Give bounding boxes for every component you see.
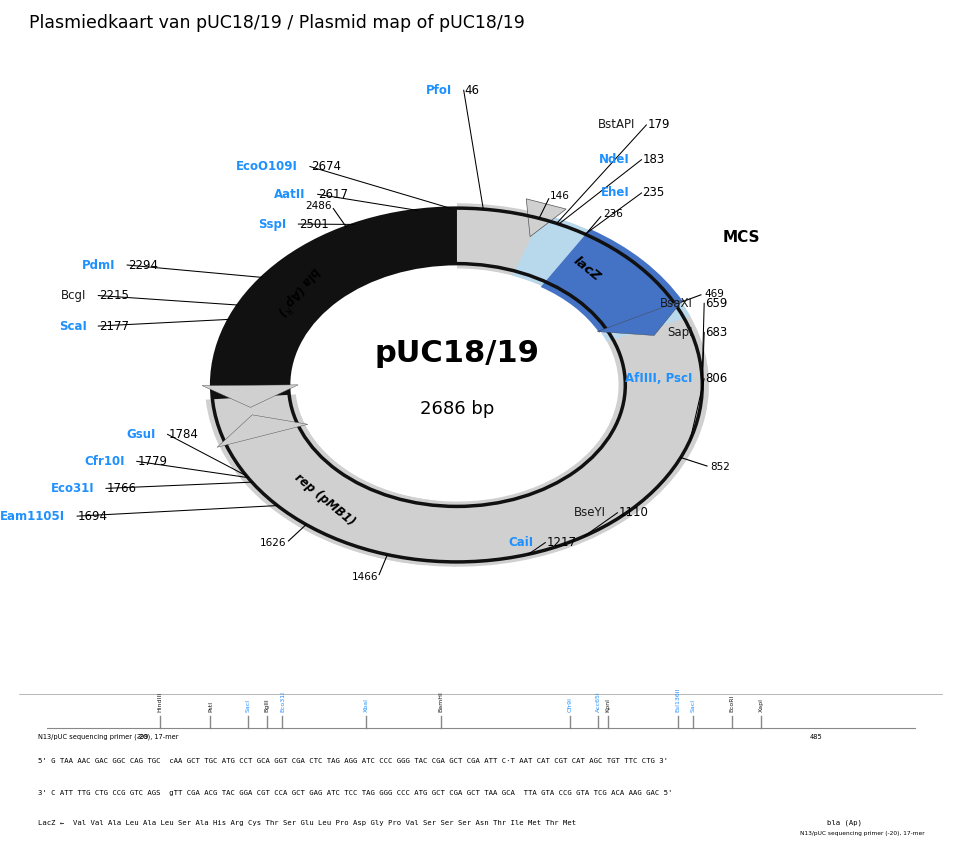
Text: MCS: MCS bbox=[722, 230, 759, 244]
Text: 1110: 1110 bbox=[618, 506, 648, 519]
Text: 1766: 1766 bbox=[107, 482, 136, 495]
Text: Eco31I: Eco31I bbox=[51, 482, 94, 495]
Text: SacI: SacI bbox=[690, 699, 695, 711]
Text: Plasmiedkaart van pUC18/19 / Plasmid map of pUC18/19: Plasmiedkaart van pUC18/19 / Plasmid map… bbox=[29, 14, 524, 32]
Text: bla (Ap): bla (Ap) bbox=[826, 820, 861, 826]
Text: SapI: SapI bbox=[666, 326, 692, 338]
Text: LacZ ←  Val Val Ala Leu Ala Leu Ser Ala His Arg Cys Thr Ser Glu Leu Pro Asp Gly : LacZ ← Val Val Ala Leu Ala Leu Ser Ala H… bbox=[37, 820, 576, 826]
Text: 2686 bp: 2686 bp bbox=[419, 400, 494, 418]
Text: Eam1105I: Eam1105I bbox=[0, 509, 65, 523]
Text: 2674: 2674 bbox=[310, 160, 340, 173]
Text: BstAPI: BstAPI bbox=[597, 118, 634, 131]
Text: bla (Ap$^R$): bla (Ap$^R$) bbox=[271, 261, 324, 319]
Text: EheI: EheI bbox=[601, 186, 629, 200]
Text: 659: 659 bbox=[704, 297, 727, 310]
Text: PstI: PstI bbox=[208, 700, 212, 711]
Text: 469: 469 bbox=[703, 288, 724, 299]
Text: BamHI: BamHI bbox=[438, 691, 443, 711]
Text: AfIIII, PscI: AfIIII, PscI bbox=[625, 372, 692, 385]
Text: 852: 852 bbox=[710, 462, 729, 472]
Text: BseYI: BseYI bbox=[574, 506, 605, 519]
Text: 1626: 1626 bbox=[259, 538, 285, 548]
Text: EcoRI: EcoRI bbox=[729, 695, 734, 711]
Text: 2215: 2215 bbox=[99, 289, 129, 302]
Text: BglII: BglII bbox=[264, 698, 269, 711]
Text: 399: 399 bbox=[136, 733, 149, 740]
Text: 485: 485 bbox=[809, 733, 822, 740]
Text: 2177: 2177 bbox=[99, 320, 129, 332]
Text: ScaI: ScaI bbox=[59, 320, 86, 332]
Text: pUC18/19: pUC18/19 bbox=[374, 339, 539, 368]
Text: XbaI: XbaI bbox=[363, 698, 369, 711]
Text: 236: 236 bbox=[603, 209, 622, 219]
Polygon shape bbox=[202, 385, 298, 408]
Text: 806: 806 bbox=[704, 372, 727, 385]
Text: 2617: 2617 bbox=[318, 188, 348, 201]
Text: Cfr10I: Cfr10I bbox=[85, 455, 125, 468]
Text: NdeI: NdeI bbox=[599, 153, 629, 166]
Text: 1694: 1694 bbox=[78, 509, 108, 523]
Text: 683: 683 bbox=[704, 326, 727, 338]
Text: PdmI: PdmI bbox=[82, 259, 115, 272]
Text: SspI: SspI bbox=[259, 217, 286, 231]
Text: GsuI: GsuI bbox=[126, 428, 156, 441]
Text: N13/pUC sequencing primer (-20), 17-mer: N13/pUC sequencing primer (-20), 17-mer bbox=[37, 733, 178, 740]
Text: Cfr9I: Cfr9I bbox=[567, 697, 572, 711]
Text: 46: 46 bbox=[464, 84, 480, 96]
Text: lacZ: lacZ bbox=[570, 254, 603, 283]
Text: 2486: 2486 bbox=[305, 201, 332, 211]
Text: PfoI: PfoI bbox=[426, 84, 452, 96]
Text: XapI: XapI bbox=[757, 698, 762, 711]
Text: SacI: SacI bbox=[245, 699, 251, 711]
Wedge shape bbox=[540, 229, 682, 332]
Text: Acc65I: Acc65I bbox=[595, 691, 601, 711]
Wedge shape bbox=[213, 416, 435, 565]
Text: Eco31I: Eco31I bbox=[280, 690, 284, 711]
Wedge shape bbox=[511, 214, 690, 341]
Text: BcgI: BcgI bbox=[62, 289, 86, 302]
Text: EcoO109I: EcoO109I bbox=[236, 160, 298, 173]
Polygon shape bbox=[597, 300, 682, 336]
Text: 183: 183 bbox=[642, 153, 664, 166]
Text: 1466: 1466 bbox=[351, 572, 378, 582]
Text: 1217: 1217 bbox=[546, 536, 576, 549]
Text: 1784: 1784 bbox=[168, 428, 198, 441]
Text: AatII: AatII bbox=[274, 188, 306, 201]
Text: rep (pMB1): rep (pMB1) bbox=[291, 471, 357, 529]
Text: CaiI: CaiI bbox=[508, 536, 533, 549]
Text: N13/pUC sequencing primer (-20), 17-mer: N13/pUC sequencing primer (-20), 17-mer bbox=[799, 831, 924, 836]
Text: KpnI: KpnI bbox=[604, 698, 609, 711]
Text: 235: 235 bbox=[642, 186, 664, 200]
Text: HindIII: HindIII bbox=[157, 691, 162, 711]
Wedge shape bbox=[211, 208, 702, 562]
Wedge shape bbox=[206, 203, 708, 567]
Text: 5' G TAA AAC GAC GGC CAG TGC  cAA GCT TGC ATG CCT GCA GGT CGA CTC TAG AGG ATC CC: 5' G TAA AAC GAC GGC CAG TGC cAA GCT TGC… bbox=[37, 757, 667, 764]
Polygon shape bbox=[217, 415, 308, 448]
Text: 3' C ATT TTG CTG CCG GTC AGS  gTT CGA ACG TAC GGA CGT CCA GCT GAG ATC TCC TAG GG: 3' C ATT TTG CTG CCG GTC AGS gTT CGA ACG… bbox=[37, 790, 672, 796]
Polygon shape bbox=[526, 199, 566, 237]
Text: 179: 179 bbox=[647, 118, 669, 131]
Text: 1779: 1779 bbox=[137, 455, 167, 468]
Text: EsI136II: EsI136II bbox=[675, 687, 679, 711]
Text: 2501: 2501 bbox=[299, 217, 329, 231]
Text: 146: 146 bbox=[550, 191, 569, 201]
Text: 2294: 2294 bbox=[128, 259, 158, 272]
Text: BsaXI: BsaXI bbox=[659, 297, 692, 310]
